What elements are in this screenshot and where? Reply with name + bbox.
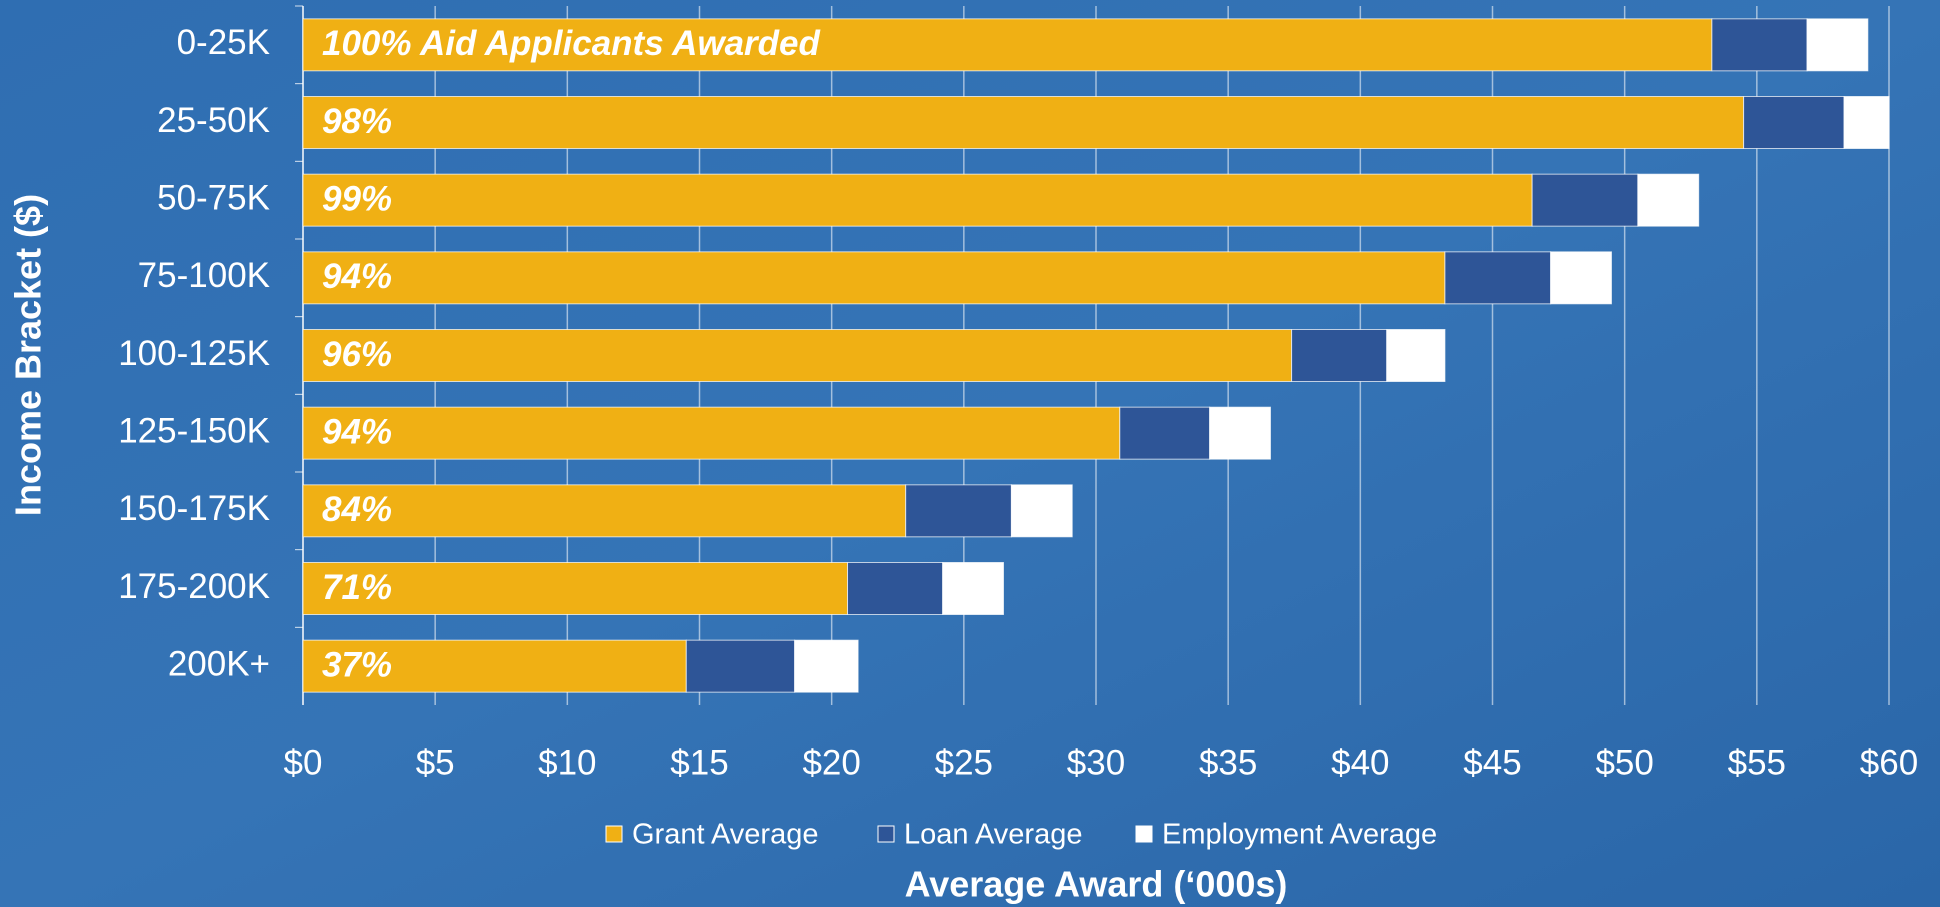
x-tick-label: $50 [1595,743,1653,782]
legend-swatch [606,826,622,842]
bar-segment [1445,252,1551,304]
bar-label: 100% Aid Applicants Awarded [322,24,821,63]
bar-segment [795,640,858,692]
bar-label: 94% [322,412,392,451]
bar-label: 98% [322,102,392,141]
bar-label: 96% [322,335,392,374]
legend-swatch [1136,826,1152,842]
bar-segment [1011,485,1072,537]
x-tick-label: $10 [538,743,596,782]
bar-label: 94% [322,257,392,296]
x-tick-label: $60 [1860,743,1918,782]
x-tick-label: $30 [1067,743,1125,782]
legend-swatch [878,826,894,842]
legend-label: Grant Average [632,819,818,851]
y-tick-label: 150-175K [118,489,270,528]
bar-label: 71% [322,568,392,607]
x-tick-label: $20 [802,743,860,782]
bar-segment [848,563,943,615]
bar-segment [1807,19,1868,71]
bar-segment [303,252,1445,304]
bar-segment [1844,97,1889,149]
bar-label: 37% [322,645,392,684]
bar-segment [303,97,1744,149]
bar-label: 99% [322,179,392,218]
x-tick-label: $55 [1728,743,1786,782]
x-tick-label: $5 [416,743,455,782]
y-tick-label: 75-100K [138,256,270,295]
bar-segment [1210,407,1271,459]
y-tick-label: 0-25K [177,23,270,62]
bar-segment [906,485,1012,537]
legend-label: Loan Average [904,819,1082,851]
y-tick-label: 50-75K [157,178,270,217]
bar-segment [1638,174,1699,226]
x-tick-label: $0 [284,743,323,782]
bar-segment [1532,174,1638,226]
legend-label: Employment Average [1162,819,1437,851]
bar-segment [1387,330,1445,382]
y-tick-label: 125-150K [118,411,270,450]
bar-label: 84% [322,490,392,529]
chart: Income Bracket ($) Average Award (‘000s)… [0,0,1940,907]
bar-segment [1120,407,1210,459]
bar-segment [1744,97,1844,149]
bar-segment [686,640,794,692]
x-tick-label: $35 [1199,743,1257,782]
x-tick-label: $40 [1331,743,1389,782]
bar-segment [303,330,1292,382]
bar-segment [943,563,1004,615]
bar-segment [1292,330,1387,382]
y-tick-label: 175-200K [118,567,270,606]
x-tick-label: $25 [935,743,993,782]
bar-segment [303,407,1120,459]
bar-segment [1551,252,1612,304]
y-axis-title: Income Bracket ($) [8,194,49,516]
x-tick-label: $45 [1463,743,1521,782]
y-tick-label: 200K+ [168,644,270,683]
bar-segment [303,485,906,537]
bar-segment [303,174,1532,226]
x-axis-title: Average Award (‘000s) [905,864,1288,905]
y-tick-label: 25-50K [157,101,270,140]
y-tick-label: 100-125K [118,334,270,373]
bar-segment [1712,19,1807,71]
x-tick-label: $15 [670,743,728,782]
